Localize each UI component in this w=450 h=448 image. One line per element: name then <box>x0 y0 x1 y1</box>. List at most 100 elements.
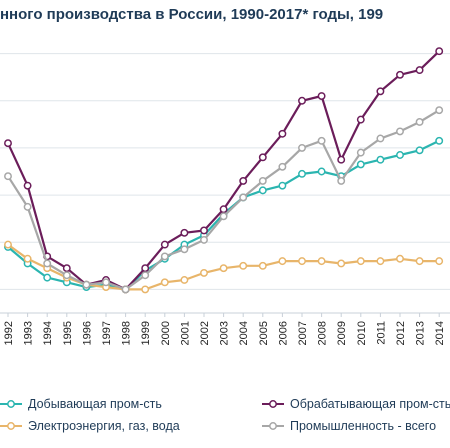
x-tick-label: 2011 <box>375 321 387 345</box>
x-tick-label: 2003 <box>219 321 231 345</box>
data-point <box>141 264 150 273</box>
legend-label: Добывающая пром-сть <box>28 397 162 411</box>
data-point <box>376 134 385 143</box>
data-point <box>239 193 248 202</box>
data-point <box>4 240 12 249</box>
x-tick-label: 1994 <box>42 321 54 345</box>
data-point <box>337 155 346 164</box>
data-point <box>258 186 267 195</box>
data-point <box>435 257 444 266</box>
data-point <box>298 143 306 152</box>
legend-swatch-marker <box>7 422 15 430</box>
data-point <box>160 278 169 287</box>
data-point <box>317 257 326 266</box>
data-point <box>356 115 365 124</box>
data-point <box>121 285 130 294</box>
data-point <box>160 252 169 261</box>
legend-label: Обрабатывающая пром-сть <box>290 397 450 411</box>
x-tick-label: 2009 <box>336 321 348 345</box>
data-point <box>43 259 52 268</box>
data-point <box>298 257 306 266</box>
legend-swatch-marker <box>269 400 277 408</box>
data-point <box>4 139 12 148</box>
data-point <box>200 235 208 244</box>
data-point <box>376 257 385 266</box>
legend: Добывающая пром-сть Обрабатывающая пром-с… <box>0 397 450 433</box>
x-tick-label: 2000 <box>160 321 172 345</box>
data-point <box>298 169 306 178</box>
legend-swatch-marker <box>7 400 15 408</box>
series-group <box>4 47 444 294</box>
data-point <box>258 261 267 270</box>
data-point <box>317 136 326 145</box>
legend-label: Электроэнергия, газ, вода <box>28 419 180 433</box>
data-point <box>239 261 248 270</box>
chart-title: нного производства в России, 1990-2017* … <box>0 6 384 23</box>
data-point <box>435 106 444 115</box>
data-point <box>180 276 189 284</box>
data-point <box>23 181 32 190</box>
data-point <box>4 172 12 181</box>
data-point <box>337 176 346 185</box>
x-tick-label: 2002 <box>199 321 211 345</box>
x-tick-label: 1992 <box>3 321 15 345</box>
data-point <box>160 240 169 249</box>
data-point <box>219 212 228 221</box>
x-tick-label: 1998 <box>121 321 133 345</box>
legend-label: Промышленность - всего <box>290 419 436 433</box>
x-tick-label: 2007 <box>297 321 309 345</box>
data-point <box>82 280 91 289</box>
data-point <box>141 285 150 294</box>
x-tick-label: 2010 <box>356 321 368 345</box>
data-point <box>396 70 404 79</box>
data-point <box>376 155 385 164</box>
data-point <box>415 257 424 266</box>
x-tick-label: 2012 <box>395 321 407 345</box>
x-tick-label: 1993 <box>23 321 35 345</box>
data-point <box>415 66 424 75</box>
x-tick-label: 2005 <box>258 321 270 345</box>
data-point <box>62 264 71 273</box>
data-point <box>396 151 404 159</box>
data-point <box>317 92 326 100</box>
x-tick-label: 1997 <box>101 321 113 345</box>
data-point <box>258 153 267 162</box>
data-point <box>278 129 287 138</box>
data-point <box>435 47 444 56</box>
data-point <box>396 127 404 136</box>
data-point <box>141 271 150 280</box>
data-point <box>219 205 228 214</box>
legend-swatch-marker <box>269 422 277 430</box>
data-point <box>258 176 267 185</box>
data-point <box>376 87 385 96</box>
data-point <box>278 257 287 266</box>
x-tick-label: 1996 <box>81 321 93 345</box>
x-tick-label: 2004 <box>238 321 250 345</box>
data-point <box>23 202 32 211</box>
data-point <box>356 160 365 169</box>
x-tick-label: 2008 <box>317 321 329 345</box>
x-axis: 1992 1993 1994 1995 1996 1997 1998 1999 2000 2001… <box>0 312 450 345</box>
data-point <box>317 167 326 176</box>
data-point <box>337 259 346 268</box>
x-tick-label: 1995 <box>62 321 74 345</box>
data-point <box>396 254 404 263</box>
data-point <box>180 228 189 237</box>
data-point <box>435 136 444 145</box>
data-point <box>62 271 71 280</box>
x-tick-label: 2013 <box>415 321 427 345</box>
x-tick-label: 2001 <box>179 321 191 345</box>
data-point <box>23 254 32 263</box>
data-point <box>356 148 365 157</box>
data-point <box>180 245 189 254</box>
data-point <box>298 96 306 105</box>
data-point <box>102 278 110 287</box>
data-point <box>43 273 52 282</box>
x-tick-label: 1999 <box>140 321 152 345</box>
series-line <box>7 50 440 291</box>
x-tick-label: 2014 <box>434 321 446 345</box>
data-point <box>278 162 287 171</box>
series-line <box>7 109 440 291</box>
x-tick-label: 2006 <box>277 321 289 345</box>
